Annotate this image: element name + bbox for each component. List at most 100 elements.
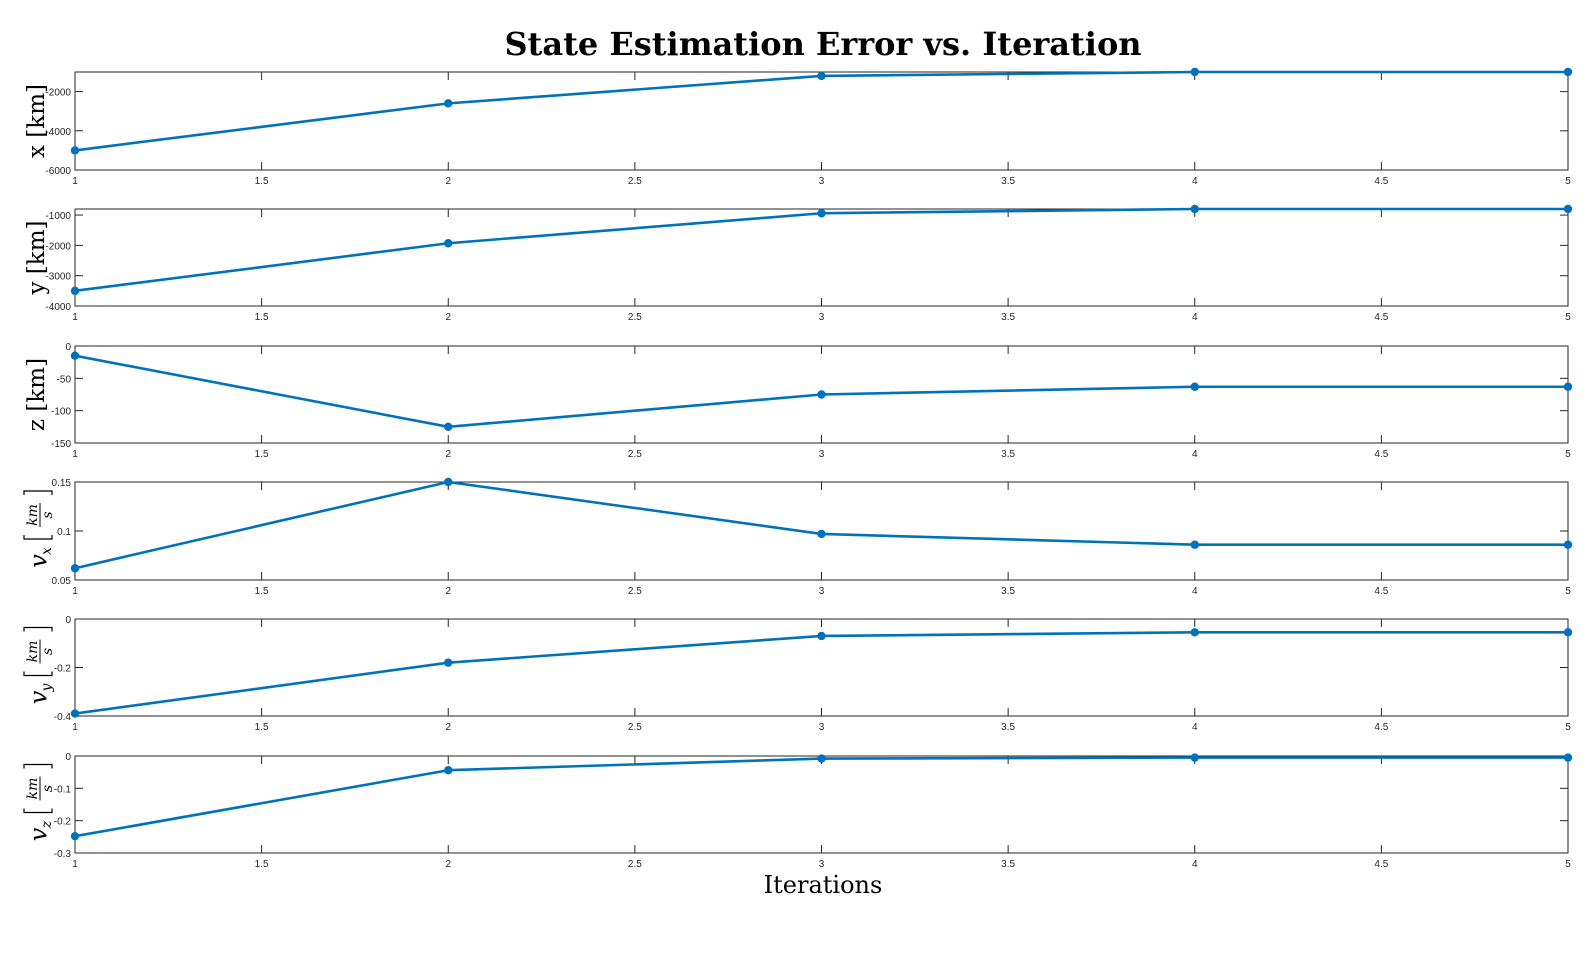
y-tick-label: 0.05 [52, 576, 72, 587]
y-axis-label-text: x [km] [24, 84, 50, 158]
y-axis-label: z [km] [24, 358, 50, 431]
x-tick-label: 3 [819, 722, 825, 733]
x-tick-label: 3.5 [1001, 722, 1015, 733]
x-tick-label: 3 [819, 176, 825, 187]
x-tick-label: 5 [1565, 312, 1571, 323]
x-tick-label: 5 [1565, 449, 1571, 460]
y-tick-label: -3000 [45, 272, 71, 283]
x-tick-label: 4 [1192, 176, 1198, 187]
x-tick-label: 1.5 [255, 449, 269, 460]
data-point [1190, 540, 1199, 549]
y-tick-label: -150 [51, 439, 71, 450]
y-tick-label: -4000 [45, 302, 71, 313]
x-tick-label: 3.5 [1001, 586, 1015, 597]
x-tick-label: 3.5 [1001, 859, 1015, 870]
axes-box [74, 208, 1569, 307]
series-line [74, 756, 1568, 838]
x-tick-label: 3 [819, 449, 825, 460]
data-point [817, 631, 826, 641]
x-tick-label: 4.5 [1374, 859, 1388, 870]
x-tick-label: 5 [1565, 722, 1571, 733]
axes-box [74, 481, 1569, 581]
data-point [817, 754, 826, 763]
data-point [70, 146, 80, 155]
x-tick-label: 2 [445, 586, 451, 597]
data-point [1190, 67, 1199, 77]
y-axis-label-subscript: x [39, 547, 55, 555]
subplot-vy: 1 1.5 2 2.5 3 3.5 4 4.5 5 -0.4 -0.2 0 vy km s [23, 615, 1573, 733]
data-point [444, 99, 453, 108]
x-tick-label: 1.5 [255, 176, 269, 187]
y-axis-label-denominator: s [40, 785, 56, 792]
x-tick-label: 1 [72, 449, 78, 460]
data-point [1190, 753, 1199, 762]
y-axis-label: vz km s [23, 763, 56, 841]
x-tick-label: 1.5 [255, 312, 269, 323]
y-axis-label-numerator: km [25, 778, 41, 800]
x-tick-label: 3.5 [1001, 449, 1015, 460]
y-tick-label: -1000 [45, 211, 71, 222]
data-point [444, 422, 453, 432]
x-tick-label: 4.5 [1374, 312, 1388, 323]
bracket-right [23, 763, 53, 769]
x-tick-label: 2 [445, 722, 451, 733]
data-point [1190, 204, 1199, 214]
x-tick-label: 2.5 [628, 312, 642, 323]
x-tick-label: 1 [72, 176, 78, 187]
data-point [817, 71, 826, 81]
x-tick-label: 2 [445, 176, 451, 187]
y-axis-label-text: y [km] [24, 221, 50, 296]
y-axis-label-subscript: z [39, 820, 55, 829]
x-tick-label: 1 [72, 312, 78, 323]
data-point [444, 766, 453, 775]
x-tick-label: 2.5 [628, 859, 642, 870]
y-tick-label: -100 [51, 407, 71, 418]
data-point [70, 564, 80, 573]
series-line [74, 207, 1568, 293]
data-point [1563, 204, 1573, 214]
y-tick-label: -2000 [45, 88, 71, 99]
data-point [70, 709, 80, 718]
x-tick-label: 2.5 [628, 586, 642, 597]
y-tick-label: -0.2 [54, 664, 72, 675]
x-tick-label: 2 [445, 312, 451, 323]
y-axis-label-subscript: y [39, 682, 55, 692]
x-tick-label: 2.5 [628, 722, 642, 733]
x-tick-label: 1 [72, 586, 78, 597]
data-point [70, 286, 80, 296]
data-point [1190, 628, 1199, 637]
x-tick-label: 4 [1192, 722, 1198, 733]
bracket-right [23, 626, 53, 632]
subplot-z: 1 1.5 2 2.5 3 3.5 4 4.5 5 -150 -100 -50 0 z [km] [24, 342, 1573, 460]
x-axis-label: Iterations [764, 871, 883, 899]
data-point [1563, 753, 1573, 762]
data-point [817, 390, 826, 399]
data-point [817, 529, 826, 539]
x-tick-label: 5 [1565, 176, 1571, 187]
data-point [1190, 382, 1199, 391]
x-tick-label: 1 [72, 722, 78, 733]
x-tick-label: 1.5 [255, 859, 269, 870]
y-tick-label: 0.15 [52, 478, 72, 489]
x-tick-label: 5 [1565, 859, 1571, 870]
figure-title: State Estimation Error vs. Iteration [504, 25, 1141, 63]
y-axis-label-symbol: v [25, 827, 53, 841]
y-tick-label: -0.1 [54, 784, 72, 795]
axes-box [74, 345, 1569, 444]
y-axis-label-numerator: km [25, 641, 41, 663]
y-tick-label: -50 [57, 374, 72, 385]
x-tick-label: 4 [1192, 859, 1198, 870]
y-tick-label: -4000 [45, 127, 71, 138]
x-tick-label: 3 [819, 312, 825, 323]
bracket-right [23, 490, 53, 495]
series-line [74, 480, 1568, 570]
y-axis-label-symbol: v [25, 554, 53, 568]
x-tick-label: 4 [1192, 586, 1198, 597]
x-tick-label: 3.5 [1001, 176, 1015, 187]
x-tick-label: 3 [819, 586, 825, 597]
y-tick-label: -0.3 [54, 849, 72, 860]
x-tick-label: 3.5 [1001, 312, 1015, 323]
